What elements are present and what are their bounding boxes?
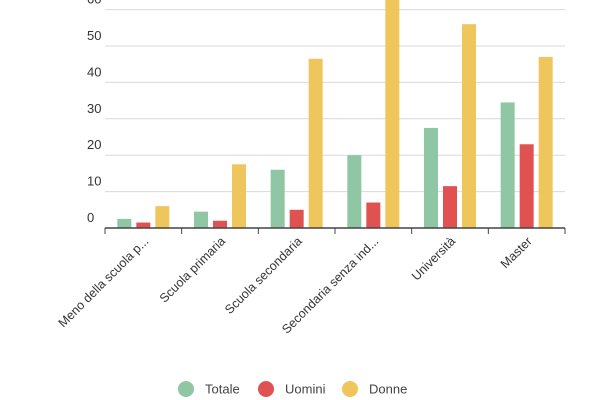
legend-swatch — [258, 381, 274, 397]
bar-uomini-4[interactable] — [443, 186, 457, 228]
bar-donne-2[interactable] — [308, 58, 323, 228]
x-axis — [104, 227, 566, 234]
legend-item-totale[interactable]: Totale — [178, 381, 240, 397]
legend-swatch — [342, 381, 358, 397]
grid-lines — [105, 9, 565, 193]
x-axis-tick-labels: Meno della scuola p... Scuola primariaScu… — [56, 234, 535, 336]
legend-swatch — [178, 381, 194, 397]
y-tick-label: 20 — [87, 137, 101, 152]
bar-totale-4[interactable] — [424, 127, 438, 228]
legend-item-donne[interactable]: Donne — [342, 381, 407, 397]
bar-uomini-3[interactable] — [366, 202, 381, 228]
y-tick-label: 40 — [87, 64, 101, 79]
legend-label: Totale — [205, 382, 240, 397]
x-tick-label: Master — [498, 234, 535, 271]
bar-donne-0[interactable] — [155, 206, 170, 228]
y-tick-label: 50 — [87, 28, 101, 43]
legend-label: Uomini — [285, 382, 326, 397]
bars — [117, 0, 553, 229]
bar-totale-3[interactable] — [347, 155, 362, 228]
y-tick-label: 30 — [87, 101, 101, 116]
bar-totale-0[interactable] — [117, 218, 132, 228]
bar-totale-5[interactable] — [500, 102, 515, 228]
bar-uomini-1[interactable] — [213, 220, 227, 228]
bar-totale-2[interactable] — [270, 169, 285, 228]
legend-label: Donne — [369, 382, 407, 397]
y-tick-label: 60 — [87, 0, 101, 7]
bar-uomini-5[interactable] — [519, 144, 534, 228]
x-tick-label: Scuola primaria — [157, 234, 228, 305]
bar-donne-4[interactable] — [462, 24, 476, 228]
x-tick-label: Scuola secondaria — [222, 234, 305, 317]
y-tick-label: 10 — [87, 174, 101, 189]
bar-totale-1[interactable] — [194, 211, 208, 228]
bar-uomini-2[interactable] — [289, 209, 304, 228]
bar-donne-5[interactable] — [538, 56, 553, 228]
bar-donne-3[interactable] — [385, 0, 400, 229]
legend[interactable]: Totale Uomini Donne — [178, 381, 407, 397]
bar-uomini-0[interactable] — [136, 222, 151, 228]
bar-donne-1[interactable] — [232, 164, 246, 228]
legend-item-uomini[interactable]: Uomini — [258, 381, 326, 397]
y-axis-tick-labels: 0 10 20 30 40 50 60 — [87, 0, 101, 225]
x-tick-label: Università — [409, 234, 458, 283]
y-tick-label: 0 — [87, 210, 94, 225]
x-tick-label: Meno della scuola p... — [56, 234, 152, 330]
